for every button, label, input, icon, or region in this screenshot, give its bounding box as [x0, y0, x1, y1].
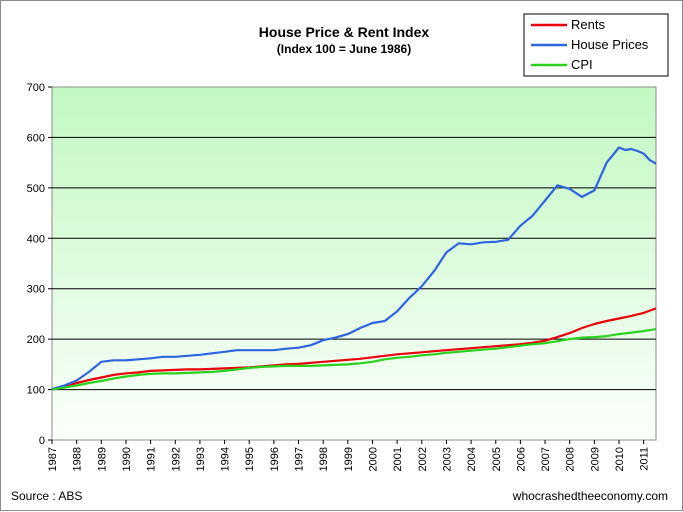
x-tick-label: 1989: [96, 447, 108, 471]
x-tick-label: 1995: [244, 447, 256, 471]
x-tick-label: 1996: [269, 447, 281, 471]
y-tick-label: 700: [27, 82, 45, 94]
grid-lines: [52, 136, 656, 391]
legend: Rents House Prices CPI: [523, 13, 669, 77]
house-prices-line: [51, 146, 657, 391]
x-tick-label: 2001: [392, 447, 404, 471]
x-tick-label: 2011: [639, 447, 651, 471]
site-credit: whocrashedtheeconomy.com: [512, 489, 668, 503]
y-tick-label: 500: [27, 183, 45, 195]
x-tick-label: 2006: [515, 447, 527, 471]
y-axis-ticks: 0 100 200 300 400 500 600 700: [27, 82, 52, 447]
legend-label-house-prices: House Prices: [571, 37, 649, 52]
x-tick-label: 1988: [72, 447, 84, 471]
y-tick-label: 200: [27, 334, 45, 346]
x-tick-label: 1987: [47, 447, 59, 471]
x-tick-label: 2007: [540, 447, 552, 471]
chart-subtitle: (Index 100 = June 1986): [277, 42, 411, 56]
x-tick-label: 2010: [614, 447, 626, 471]
series-lines: [51, 146, 657, 391]
cpi-line: [51, 328, 657, 391]
x-tick-label: 2004: [466, 447, 478, 471]
y-tick-label: 100: [27, 385, 45, 397]
y-tick-label: 600: [27, 132, 45, 144]
x-tick-label: 1993: [195, 447, 207, 471]
x-tick-label: 1991: [146, 447, 158, 471]
x-tick-label: 2009: [589, 447, 601, 471]
x-tick-label: 1990: [121, 447, 133, 471]
x-tick-label: 1992: [170, 447, 182, 471]
y-tick-label: 0: [39, 435, 45, 447]
legend-label-cpi: CPI: [571, 57, 593, 72]
x-tick-label: 2002: [417, 447, 429, 471]
x-tick-label: 1999: [343, 447, 355, 471]
x-axis-ticks: 1987 1988 1989 1990 1991 1992 1993 1994 1995 1996…: [47, 440, 651, 471]
plot-area: [51, 86, 657, 441]
y-tick-label: 400: [27, 233, 45, 245]
x-tick-label: 2008: [565, 447, 577, 471]
x-tick-label: 2000: [367, 447, 379, 471]
x-tick-label: 2003: [441, 447, 453, 471]
source-note: Source : ABS: [11, 489, 82, 503]
chart-title: House Price & Rent Index: [259, 24, 430, 40]
y-tick-label: 300: [27, 284, 45, 296]
x-tick-label: 2005: [491, 447, 503, 471]
legend-label-rents: Rents: [571, 17, 605, 32]
x-tick-label: 1997: [294, 447, 306, 471]
x-tick-label: 1998: [318, 447, 330, 471]
x-tick-label: 1994: [220, 447, 232, 471]
rents-line: [51, 307, 657, 391]
